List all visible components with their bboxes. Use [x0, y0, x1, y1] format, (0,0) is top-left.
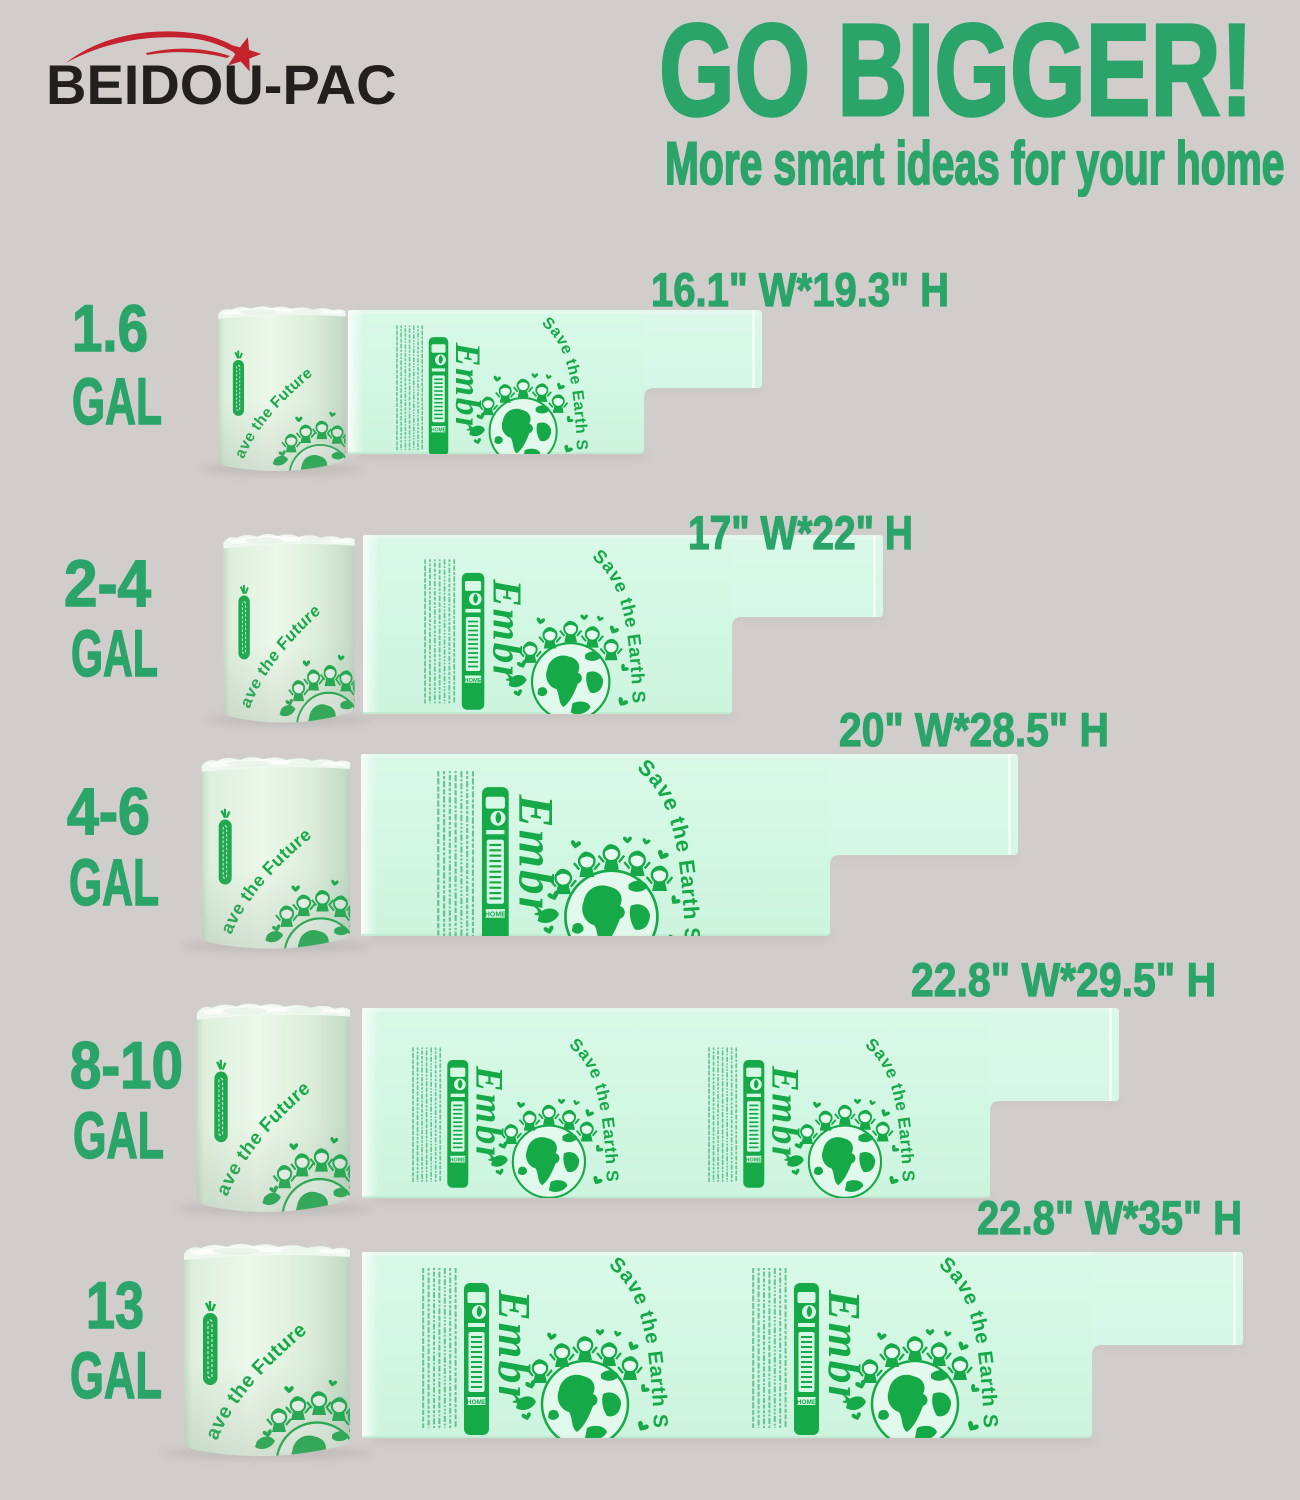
svg-text:BEIDOU-PAC: BEIDOU-PAC [46, 53, 397, 116]
